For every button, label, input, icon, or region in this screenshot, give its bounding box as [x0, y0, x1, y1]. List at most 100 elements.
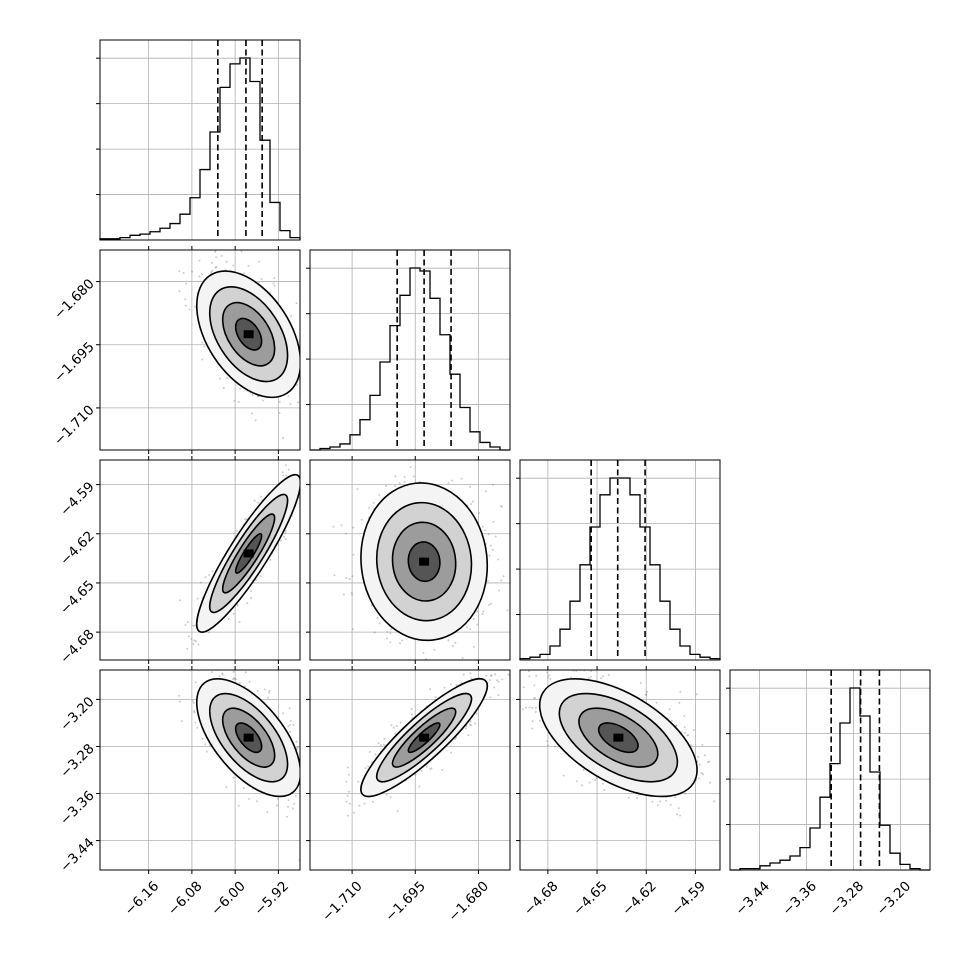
sample-point — [496, 679, 499, 682]
sample-point — [394, 732, 397, 735]
sample-point — [522, 632, 524, 634]
sample-point — [469, 720, 472, 723]
sample-point — [178, 700, 181, 703]
sample-point — [261, 399, 264, 402]
sample-point — [302, 775, 304, 777]
sample-point — [237, 804, 240, 807]
sample-point — [708, 760, 711, 763]
sample-point — [289, 719, 292, 722]
contour-line — [558, 692, 679, 783]
sample-point — [282, 712, 285, 715]
sample-point — [218, 675, 221, 678]
x-tick-label: −1.680 — [445, 878, 492, 925]
sample-point — [289, 403, 292, 406]
sample-point — [185, 282, 187, 285]
sample-point — [221, 672, 224, 675]
sample-point — [373, 631, 376, 634]
sample-point — [494, 535, 497, 538]
sample-point — [196, 597, 199, 600]
sample-point — [268, 689, 271, 692]
sample-point — [304, 352, 306, 354]
sample-point — [588, 781, 591, 784]
sample-point — [489, 696, 492, 699]
sample-point — [512, 602, 514, 604]
sample-point — [211, 269, 214, 272]
contour-line — [208, 286, 289, 383]
sample-point — [394, 475, 397, 478]
sample-point — [194, 305, 196, 308]
sample-point — [232, 678, 235, 681]
sample-point — [403, 480, 406, 483]
panel-frame — [519, 459, 721, 661]
scatter-panel-1-0 — [96, 246, 306, 454]
sample-point — [345, 577, 348, 579]
sample-point — [546, 671, 549, 674]
sample-point — [603, 789, 606, 791]
sample-point — [348, 802, 351, 805]
sample-point — [240, 250, 243, 253]
sample-point — [469, 723, 471, 726]
sample-point — [488, 554, 491, 557]
sample-point — [352, 553, 355, 556]
sample-point — [304, 502, 306, 504]
sample-point — [701, 743, 704, 746]
sample-point — [429, 768, 432, 771]
sample-point — [594, 778, 597, 781]
sample-point — [242, 787, 245, 789]
sample-point — [297, 455, 299, 457]
contour-line — [391, 521, 457, 602]
sample-point — [188, 635, 191, 638]
sample-point — [499, 665, 501, 667]
contour-line — [578, 707, 659, 768]
sample-point — [170, 654, 172, 656]
sample-point — [490, 674, 493, 677]
sample-point — [210, 271, 213, 273]
sample-point — [469, 485, 471, 488]
contour-line — [234, 317, 263, 351]
sample-point — [645, 690, 648, 693]
sample-point — [276, 797, 279, 800]
sample-point — [378, 622, 381, 625]
sample-point — [449, 683, 452, 686]
sample-point — [498, 627, 500, 629]
sample-point — [198, 259, 201, 262]
sample-point — [394, 484, 397, 487]
x-tick-label: −3.36 — [780, 878, 821, 919]
sample-point — [259, 575, 262, 578]
sample-point — [506, 609, 509, 612]
sample-point — [443, 686, 446, 689]
hist-panel-3 — [726, 669, 931, 871]
sample-point — [379, 744, 382, 746]
x-tick-label: −6.08 — [165, 878, 206, 919]
density-peak — [243, 330, 254, 339]
sample-point — [250, 590, 253, 593]
sample-point — [283, 536, 286, 538]
sample-point — [208, 574, 211, 576]
sample-point — [418, 442, 420, 444]
sample-point — [497, 680, 500, 683]
sample-point — [655, 701, 658, 704]
sample-point — [531, 727, 534, 730]
sample-point — [201, 273, 203, 276]
sample-point — [288, 724, 291, 726]
sample-point — [186, 621, 189, 624]
sample-point — [211, 570, 214, 573]
contour-line — [360, 678, 489, 798]
sample-point — [225, 260, 228, 263]
sample-point — [434, 696, 437, 699]
sample-point — [351, 628, 354, 631]
sample-point — [281, 471, 284, 474]
sample-point — [639, 681, 642, 684]
sample-point — [645, 693, 648, 696]
sample-point — [390, 724, 393, 727]
sample-point — [295, 740, 298, 743]
sample-point — [599, 658, 601, 660]
sample-point — [258, 260, 260, 263]
hist-panel-0 — [96, 39, 301, 241]
sample-point — [700, 772, 703, 775]
sample-point — [472, 645, 475, 648]
sample-point — [677, 807, 680, 810]
sample-point — [244, 518, 247, 521]
sample-point — [273, 277, 276, 279]
sample-point — [497, 589, 500, 592]
